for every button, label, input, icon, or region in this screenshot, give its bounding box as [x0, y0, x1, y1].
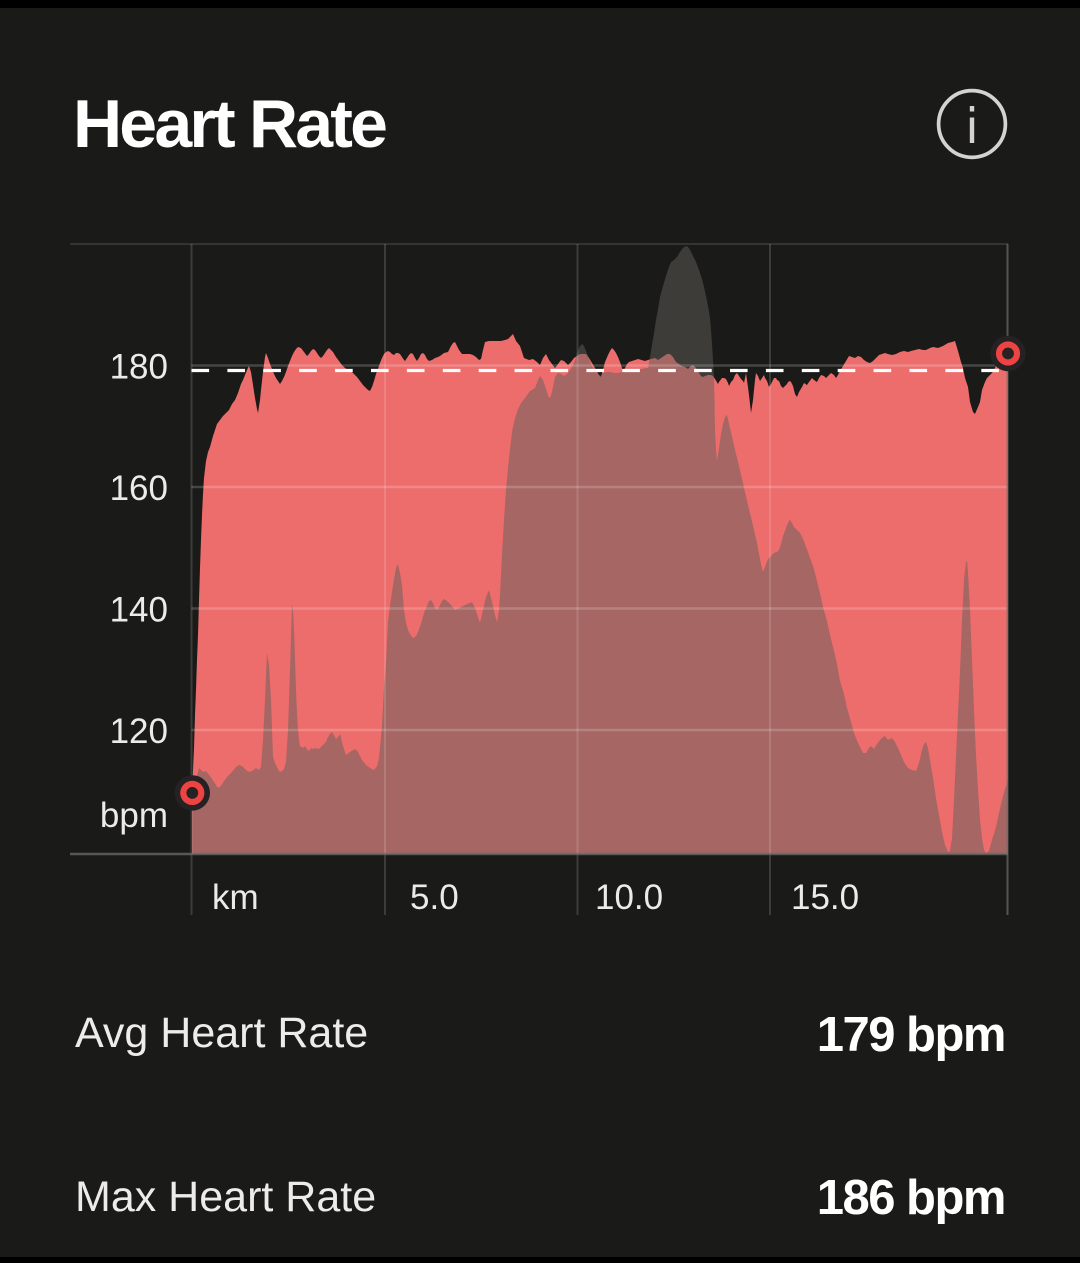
svg-text:bpm: bpm — [100, 796, 168, 835]
svg-text:120: 120 — [110, 712, 168, 751]
svg-text:5.0: 5.0 — [410, 878, 459, 917]
svg-text:180: 180 — [110, 347, 168, 386]
svg-text:15.0: 15.0 — [791, 878, 859, 917]
svg-text:km: km — [212, 878, 259, 917]
svg-text:10.0: 10.0 — [595, 878, 663, 917]
svg-text:140: 140 — [110, 590, 168, 629]
svg-text:160: 160 — [110, 469, 168, 508]
